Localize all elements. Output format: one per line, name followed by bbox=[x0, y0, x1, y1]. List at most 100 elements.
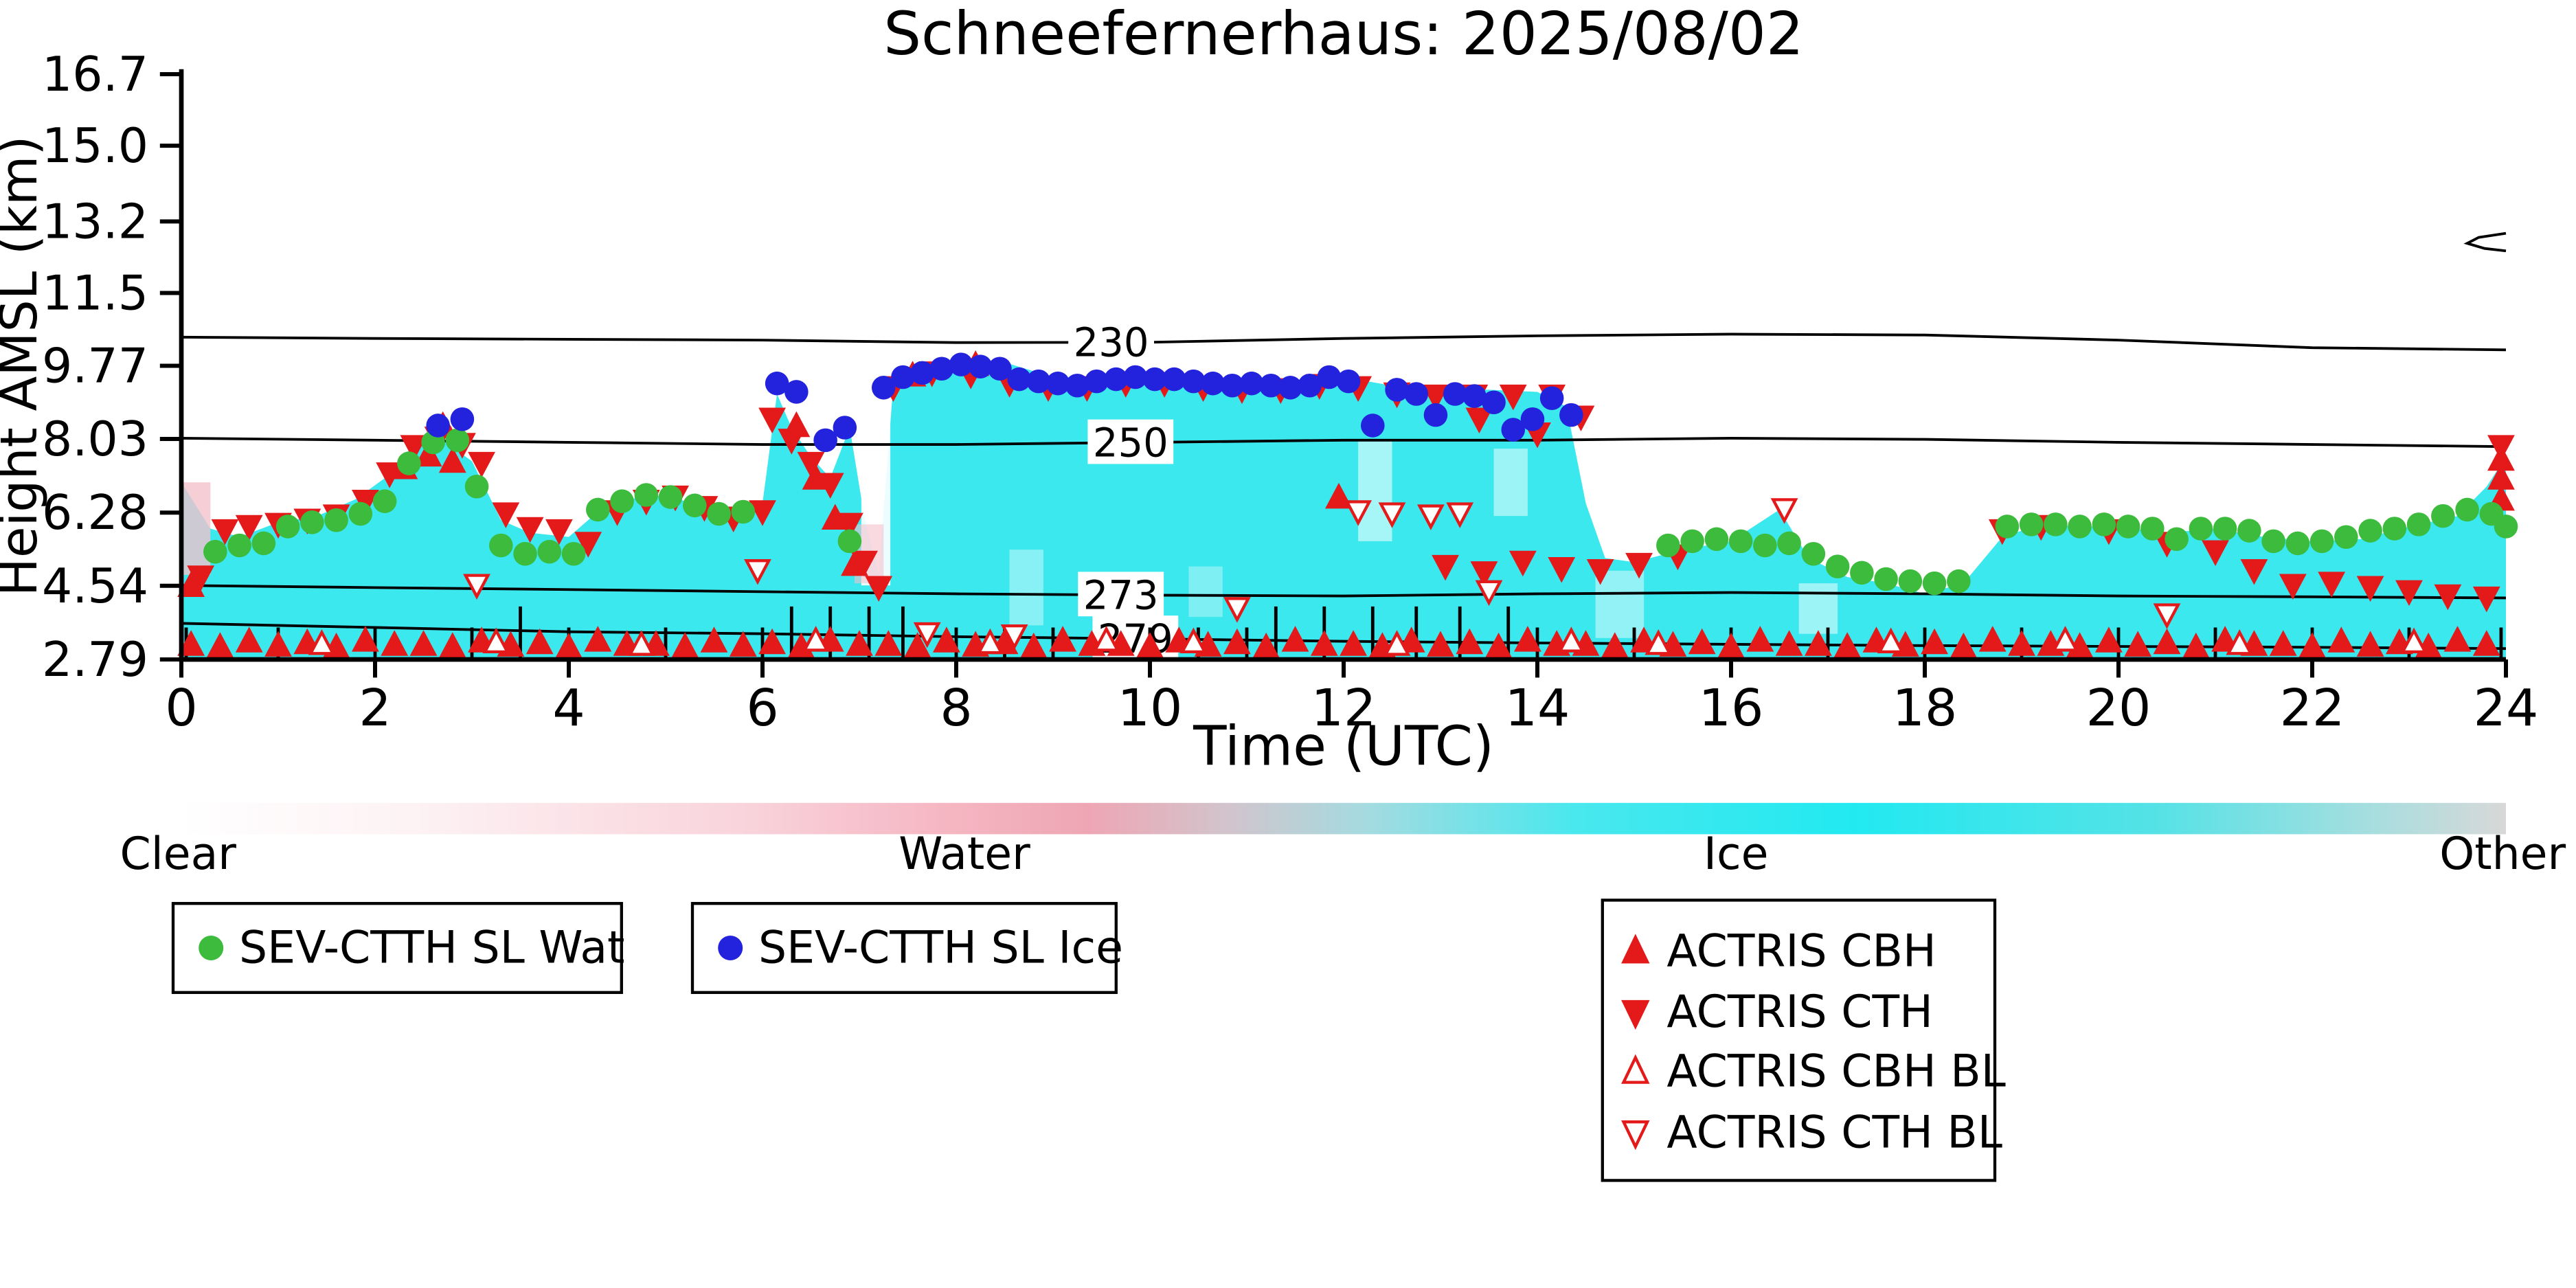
actris-cbh-point bbox=[846, 630, 873, 656]
actris-cth-point bbox=[400, 435, 428, 461]
actris-cbh-point bbox=[2094, 626, 2123, 653]
actris-cbh-point bbox=[2153, 628, 2181, 655]
actris-cbh-point bbox=[1601, 632, 1629, 658]
actris-cbh-point bbox=[438, 447, 466, 473]
actris-cth-point bbox=[2395, 580, 2423, 607]
sev-ctth-ice-point bbox=[1046, 371, 1070, 396]
actris-cbh-bl-point bbox=[2051, 626, 2079, 652]
sev-ctth-ice-point bbox=[1065, 373, 1089, 398]
actris-cbh-point bbox=[874, 630, 903, 656]
sev-ctth-wat-point bbox=[2358, 519, 2382, 543]
cloud-texture-patch bbox=[1595, 570, 1645, 638]
isotherm-label-bg bbox=[1087, 419, 1174, 464]
sev-ctth-wat-point bbox=[1825, 554, 1850, 578]
sev-ctth-wat-point bbox=[634, 483, 659, 507]
sev-ctth-ice-point bbox=[1026, 369, 1051, 394]
sev-ctth-ice-point bbox=[1385, 378, 1409, 402]
sev-ctth-wat-point bbox=[324, 508, 348, 532]
sev-ctth-ice-point bbox=[1182, 369, 1206, 394]
sev-ctth-wat-point bbox=[2261, 529, 2285, 554]
sev-ctth-wat-point bbox=[2285, 531, 2310, 556]
actris-cbh-point bbox=[729, 631, 757, 657]
isotherm-label-bg bbox=[1078, 572, 1164, 617]
y-tick-label: 13.2 bbox=[42, 194, 148, 249]
actris-cbh-bl-point bbox=[1557, 626, 1585, 653]
actris-cbh-point bbox=[2472, 630, 2500, 656]
sev-ctth-ice-point bbox=[1462, 384, 1487, 408]
sev-ctth-ice-point bbox=[910, 361, 934, 385]
green-circle-icon bbox=[199, 936, 224, 960]
actris-cth-point bbox=[1470, 561, 1498, 587]
actris-cth-bl-point bbox=[1416, 504, 1445, 530]
sev-ctth-wat-point bbox=[707, 501, 731, 526]
actris-cbh-point bbox=[1281, 626, 1309, 652]
x-tick-label: 14 bbox=[1505, 678, 1570, 738]
actris-cbh-point bbox=[2356, 631, 2384, 657]
actris-cbh-point bbox=[2211, 626, 2239, 652]
sev-ctth-wat-point bbox=[1753, 533, 1777, 558]
isotherm-label-bg bbox=[1068, 319, 1154, 364]
sev-ctth-wat-point bbox=[1874, 567, 1898, 591]
legend-label: SEV-CTTH SL Ice bbox=[758, 923, 1123, 974]
sev-ctth-ice-point bbox=[1007, 367, 1031, 392]
sev-ctth-wat-point bbox=[372, 489, 397, 513]
blue-circle-icon bbox=[718, 936, 743, 960]
triangle-down-filled-icon bbox=[1621, 999, 1650, 1030]
sev-ctth-wat-point bbox=[2494, 515, 2518, 539]
actris-cbh-point bbox=[1484, 632, 1513, 659]
actris-cbh-point bbox=[438, 632, 466, 658]
actris-cth-point bbox=[235, 515, 263, 541]
sev-ctth-wat-point bbox=[1922, 571, 1947, 596]
actris-cbh-bl-point bbox=[2226, 629, 2254, 655]
sev-ctth-wat-point bbox=[2092, 512, 2116, 536]
actris-cbh-point bbox=[1688, 628, 1716, 655]
sev-ctth-ice-point bbox=[968, 354, 993, 379]
sev-ctth-wat-point bbox=[537, 539, 562, 564]
sev-ctth-ice-point bbox=[1104, 367, 1128, 392]
actris-cbh-point bbox=[1950, 632, 1978, 659]
sev-ctth-ice-point bbox=[450, 407, 475, 431]
actris-cth-point bbox=[1548, 556, 1576, 583]
actris-cbh-point bbox=[1136, 632, 1164, 658]
x-tick-label: 6 bbox=[746, 678, 778, 738]
colorbar-label-other: Other bbox=[2439, 828, 2566, 880]
isotherm-line bbox=[181, 332, 2507, 352]
actris-cbh-point bbox=[1804, 630, 1832, 656]
x-tick-label: 16 bbox=[1699, 678, 1764, 738]
sev-ctth-wat-point bbox=[300, 510, 324, 534]
actris-cth-point bbox=[376, 462, 404, 488]
actris-cbh-point bbox=[414, 440, 442, 467]
sev-ctth-ice-point bbox=[784, 380, 809, 404]
actris-cbh-point bbox=[903, 632, 931, 658]
triangle-down-open-icon bbox=[1621, 1120, 1650, 1151]
actris-cbh-bl-point bbox=[2400, 627, 2428, 654]
cloud-texture-patch bbox=[1493, 449, 1528, 517]
actris-cth-point bbox=[2318, 572, 2346, 598]
legend-sev-wat: SEV-CTTH SL Wat bbox=[171, 902, 624, 994]
sev-ctth-wat-point bbox=[1728, 529, 1753, 554]
legend-box bbox=[690, 902, 1118, 994]
actris-cth-point bbox=[2434, 584, 2462, 611]
actris-cbh-bl-point bbox=[308, 629, 336, 655]
isotherm-line bbox=[2463, 231, 2507, 253]
sev-ctth-wat-point bbox=[1680, 529, 1704, 554]
x-axis-label: Time (UTC) bbox=[1193, 714, 1494, 778]
legend-label: ACTRIS CTH BL bbox=[1667, 1107, 2002, 1158]
actris-cth-point bbox=[1625, 552, 1653, 579]
legend-box bbox=[1601, 899, 1997, 1182]
actris-cth-point bbox=[492, 502, 520, 528]
x-tick-label: 20 bbox=[2086, 678, 2151, 738]
sev-ctth-wat-point bbox=[1898, 569, 1923, 594]
legend-label: SEV-CTTH SL Wat bbox=[239, 923, 624, 974]
x-tick-label: 22 bbox=[2280, 678, 2345, 738]
sev-ctth-wat-point bbox=[275, 515, 300, 539]
sev-ctth-wat-point bbox=[1656, 533, 1680, 558]
y-axis-label: Height AMSL (km) bbox=[0, 136, 49, 597]
actris-cth-point bbox=[816, 473, 844, 499]
sev-ctth-ice-point bbox=[1423, 403, 1448, 427]
actris-cth-point bbox=[1509, 550, 1537, 577]
actris-cth-point bbox=[835, 512, 863, 539]
y-tick-label: 6.28 bbox=[42, 485, 148, 541]
actris-cth-bl-point bbox=[1770, 498, 1798, 524]
